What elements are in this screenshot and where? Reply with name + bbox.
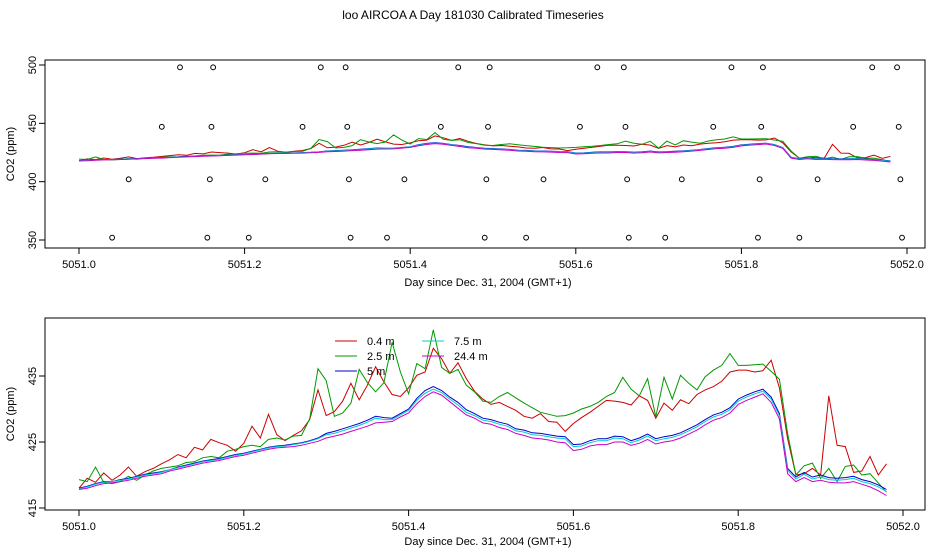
top-marker bbox=[347, 234, 354, 241]
top-y-axis-label: CO2 (ppm) bbox=[5, 127, 17, 181]
top-marker bbox=[540, 176, 547, 183]
top-marker bbox=[384, 234, 390, 241]
top-x-tick-label: 5052.0 bbox=[890, 259, 924, 271]
top-marker bbox=[758, 123, 765, 130]
top-x-tick-label: 5051.6 bbox=[559, 259, 593, 271]
legend-label: 2.5 m bbox=[367, 351, 395, 363]
bottom-x-tick-label: 5051.8 bbox=[721, 521, 755, 533]
top-x-tick-label: 5051.2 bbox=[228, 259, 262, 271]
top-marker bbox=[894, 64, 900, 71]
top-markers bbox=[109, 64, 905, 241]
top-marker bbox=[177, 64, 183, 71]
top-marker bbox=[125, 176, 132, 183]
top-marker bbox=[262, 176, 269, 183]
top-marker bbox=[899, 234, 905, 241]
top-marker bbox=[897, 176, 904, 183]
bottom-y-tick-label: 435 bbox=[27, 367, 39, 385]
bottom-series-lines bbox=[78, 329, 887, 496]
top-marker bbox=[760, 64, 766, 71]
top-marker bbox=[850, 123, 857, 130]
bottom-x-axis-label: Day since Dec. 31, 2004 (GMT+1) bbox=[404, 536, 571, 548]
top-marker bbox=[895, 123, 902, 130]
top-series-line bbox=[78, 132, 891, 162]
bottom-series-line bbox=[78, 388, 887, 492]
top-x-axis-label: Day since Dec. 31, 2004 (GMT+1) bbox=[404, 277, 571, 289]
top-series-line bbox=[78, 143, 891, 163]
top-marker bbox=[344, 123, 351, 130]
top-plot-frame bbox=[44, 59, 926, 249]
top-marker bbox=[245, 234, 252, 241]
top-x-axis: 5051.0 5051.2 5051.4 5051.6 5051.8 5052.0 bbox=[62, 248, 924, 271]
top-marker bbox=[624, 176, 631, 183]
top-marker bbox=[317, 64, 324, 71]
bottom-panel: 5051.0 5051.2 5051.4 5051.6 5051.8 5052.0 415… bbox=[5, 317, 926, 548]
top-marker bbox=[577, 123, 583, 130]
top-y-tick-label: 350 bbox=[27, 231, 39, 249]
top-y-tick-label: 500 bbox=[27, 56, 39, 74]
bottom-x-axis: 5051.0 5051.2 5051.4 5051.6 5051.8 5052.0 bbox=[62, 510, 920, 533]
top-marker bbox=[206, 176, 213, 183]
bottom-x-tick-label: 5051.6 bbox=[557, 521, 591, 533]
top-marker bbox=[869, 64, 876, 71]
top-marker bbox=[814, 176, 821, 183]
top-marker bbox=[208, 123, 215, 130]
top-marker bbox=[594, 64, 601, 71]
top-marker bbox=[523, 234, 530, 241]
top-series-lines bbox=[78, 132, 891, 163]
legend-label: 5 m bbox=[367, 366, 385, 378]
bottom-x-tick-label: 5051.0 bbox=[62, 521, 96, 533]
top-marker bbox=[756, 176, 763, 183]
bottom-y-tick-label: 415 bbox=[27, 499, 39, 517]
top-marker bbox=[401, 176, 408, 183]
legend-label: 24.4 m bbox=[454, 351, 488, 363]
top-marker bbox=[620, 64, 627, 71]
top-marker bbox=[622, 123, 629, 130]
top-marker bbox=[796, 234, 803, 241]
bottom-y-tick-label: 425 bbox=[27, 433, 39, 451]
top-marker bbox=[481, 234, 488, 241]
top-marker bbox=[625, 234, 632, 241]
top-y-axis: 350 400 450 500 bbox=[27, 56, 45, 249]
top-marker bbox=[109, 234, 116, 241]
top-marker bbox=[728, 64, 735, 71]
top-marker bbox=[485, 123, 491, 130]
top-marker bbox=[755, 234, 761, 241]
top-marker bbox=[486, 64, 493, 71]
top-x-tick-label: 5051.4 bbox=[393, 259, 427, 271]
bottom-series-line bbox=[78, 386, 887, 490]
top-marker bbox=[210, 64, 217, 71]
top-marker bbox=[342, 64, 349, 71]
legend-label: 7.5 m bbox=[454, 336, 482, 348]
top-marker bbox=[299, 123, 306, 130]
top-marker bbox=[483, 176, 490, 183]
bottom-x-tick-label: 5051.4 bbox=[392, 521, 426, 533]
bottom-y-axis-label: CO2 (ppm) bbox=[5, 387, 17, 441]
top-marker bbox=[455, 64, 462, 71]
bottom-series-line bbox=[78, 329, 887, 493]
top-panel: 5051.0 5051.2 5051.4 5051.6 5051.8 5052.0 350… bbox=[5, 56, 926, 289]
top-series-line bbox=[78, 142, 891, 162]
bottom-y-axis: 415 425 435 bbox=[27, 367, 45, 517]
bottom-x-tick-label: 5052.0 bbox=[886, 521, 920, 533]
bottom-plot-frame bbox=[44, 317, 926, 511]
top-marker bbox=[710, 123, 717, 130]
top-y-tick-label: 450 bbox=[27, 114, 39, 132]
bottom-x-tick-label: 5051.2 bbox=[227, 521, 261, 533]
legend-label: 0.4 m bbox=[367, 336, 395, 348]
bottom-series-line bbox=[78, 391, 887, 496]
top-y-tick-label: 400 bbox=[27, 172, 39, 190]
top-x-tick-label: 5051.8 bbox=[725, 259, 759, 271]
legend: 0.4 m 2.5 m 5 m 7.5 m 24.4 m bbox=[335, 336, 488, 378]
top-marker bbox=[662, 234, 669, 241]
top-marker bbox=[678, 176, 685, 183]
top-x-tick-label: 5051.0 bbox=[62, 259, 96, 271]
page-title: loo AIRCOA A Day 181030 Calibrated Times… bbox=[342, 8, 603, 22]
top-marker bbox=[437, 123, 444, 130]
top-marker bbox=[204, 234, 211, 241]
top-marker bbox=[346, 176, 352, 183]
bottom-series-line bbox=[78, 347, 887, 489]
top-marker bbox=[158, 123, 165, 130]
